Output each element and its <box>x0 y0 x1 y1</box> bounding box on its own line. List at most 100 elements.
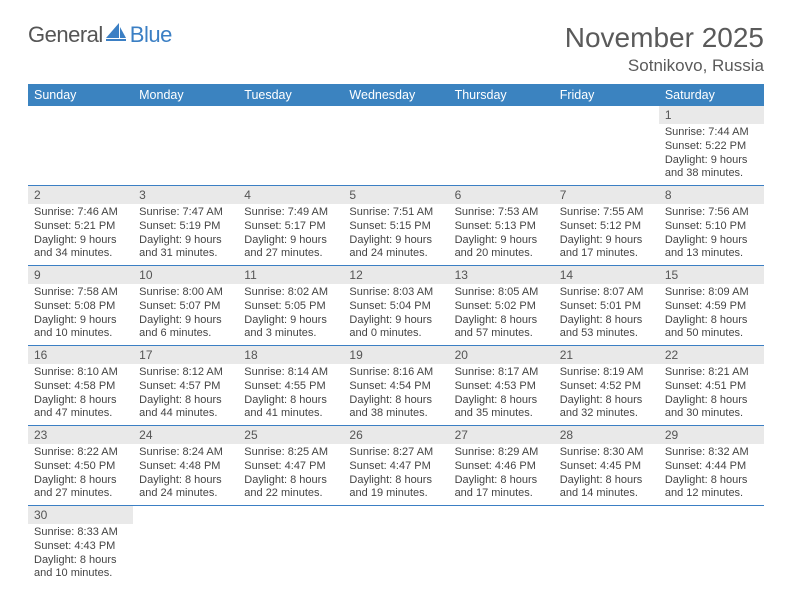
calendar-week-row: 16Sunrise: 8:10 AMSunset: 4:58 PMDayligh… <box>28 346 764 426</box>
calendar-week-row: 9Sunrise: 7:58 AMSunset: 5:08 PMDaylight… <box>28 266 764 346</box>
calendar-day-cell: 15Sunrise: 8:09 AMSunset: 4:59 PMDayligh… <box>659 266 764 346</box>
day-details: Sunrise: 8:29 AMSunset: 4:46 PMDaylight:… <box>449 444 554 505</box>
calendar-day-cell: 6Sunrise: 7:53 AMSunset: 5:13 PMDaylight… <box>449 186 554 266</box>
day-details: Sunrise: 8:16 AMSunset: 4:54 PMDaylight:… <box>343 364 448 425</box>
weekday-header: Saturday <box>659 84 764 106</box>
title-block: November 2025 Sotnikovo, Russia <box>565 22 764 76</box>
calendar-day-cell: 7Sunrise: 7:55 AMSunset: 5:12 PMDaylight… <box>554 186 659 266</box>
day-number: 25 <box>238 426 343 444</box>
calendar-day-cell <box>133 106 238 186</box>
day-number: 21 <box>554 346 659 364</box>
day-number: 18 <box>238 346 343 364</box>
day-number: 9 <box>28 266 133 284</box>
calendar-day-cell: 9Sunrise: 7:58 AMSunset: 5:08 PMDaylight… <box>28 266 133 346</box>
day-number: 3 <box>133 186 238 204</box>
day-details: Sunrise: 8:00 AMSunset: 5:07 PMDaylight:… <box>133 284 238 345</box>
calendar-day-cell: 28Sunrise: 8:30 AMSunset: 4:45 PMDayligh… <box>554 426 659 506</box>
day-number: 14 <box>554 266 659 284</box>
calendar-day-cell: 30Sunrise: 8:33 AMSunset: 4:43 PMDayligh… <box>28 506 133 586</box>
day-details: Sunrise: 8:32 AMSunset: 4:44 PMDaylight:… <box>659 444 764 505</box>
day-details: Sunrise: 8:19 AMSunset: 4:52 PMDaylight:… <box>554 364 659 425</box>
calendar-day-cell: 20Sunrise: 8:17 AMSunset: 4:53 PMDayligh… <box>449 346 554 426</box>
day-details: Sunrise: 7:53 AMSunset: 5:13 PMDaylight:… <box>449 204 554 265</box>
calendar-table: Sunday Monday Tuesday Wednesday Thursday… <box>28 84 764 585</box>
calendar-day-cell <box>343 106 448 186</box>
day-number: 1 <box>659 106 764 124</box>
day-details: Sunrise: 7:58 AMSunset: 5:08 PMDaylight:… <box>28 284 133 345</box>
day-details: Sunrise: 8:05 AMSunset: 5:02 PMDaylight:… <box>449 284 554 345</box>
calendar-day-cell: 3Sunrise: 7:47 AMSunset: 5:19 PMDaylight… <box>133 186 238 266</box>
day-number: 11 <box>238 266 343 284</box>
calendar-day-cell <box>133 506 238 586</box>
calendar-day-cell: 24Sunrise: 8:24 AMSunset: 4:48 PMDayligh… <box>133 426 238 506</box>
day-number: 4 <box>238 186 343 204</box>
calendar-day-cell <box>238 506 343 586</box>
calendar-day-cell <box>659 506 764 586</box>
calendar-day-cell: 11Sunrise: 8:02 AMSunset: 5:05 PMDayligh… <box>238 266 343 346</box>
calendar-day-cell: 26Sunrise: 8:27 AMSunset: 4:47 PMDayligh… <box>343 426 448 506</box>
calendar-day-cell: 25Sunrise: 8:25 AMSunset: 4:47 PMDayligh… <box>238 426 343 506</box>
day-details: Sunrise: 8:21 AMSunset: 4:51 PMDaylight:… <box>659 364 764 425</box>
day-details: Sunrise: 8:17 AMSunset: 4:53 PMDaylight:… <box>449 364 554 425</box>
day-details: Sunrise: 8:07 AMSunset: 5:01 PMDaylight:… <box>554 284 659 345</box>
calendar-day-cell <box>238 106 343 186</box>
calendar-day-cell: 10Sunrise: 8:00 AMSunset: 5:07 PMDayligh… <box>133 266 238 346</box>
day-number: 12 <box>343 266 448 284</box>
month-title: November 2025 <box>565 22 764 54</box>
calendar-day-cell: 5Sunrise: 7:51 AMSunset: 5:15 PMDaylight… <box>343 186 448 266</box>
day-number: 17 <box>133 346 238 364</box>
day-details: Sunrise: 8:09 AMSunset: 4:59 PMDaylight:… <box>659 284 764 345</box>
day-number: 28 <box>554 426 659 444</box>
calendar-day-cell: 14Sunrise: 8:07 AMSunset: 5:01 PMDayligh… <box>554 266 659 346</box>
day-number: 27 <box>449 426 554 444</box>
weekday-header: Thursday <box>449 84 554 106</box>
day-details: Sunrise: 7:49 AMSunset: 5:17 PMDaylight:… <box>238 204 343 265</box>
calendar-day-cell: 23Sunrise: 8:22 AMSunset: 4:50 PMDayligh… <box>28 426 133 506</box>
weekday-header: Sunday <box>28 84 133 106</box>
day-details: Sunrise: 8:27 AMSunset: 4:47 PMDaylight:… <box>343 444 448 505</box>
calendar-day-cell: 13Sunrise: 8:05 AMSunset: 5:02 PMDayligh… <box>449 266 554 346</box>
day-details: Sunrise: 7:47 AMSunset: 5:19 PMDaylight:… <box>133 204 238 265</box>
calendar-day-cell: 18Sunrise: 8:14 AMSunset: 4:55 PMDayligh… <box>238 346 343 426</box>
day-details: Sunrise: 8:30 AMSunset: 4:45 PMDaylight:… <box>554 444 659 505</box>
calendar-week-row: 2Sunrise: 7:46 AMSunset: 5:21 PMDaylight… <box>28 186 764 266</box>
calendar-day-cell: 27Sunrise: 8:29 AMSunset: 4:46 PMDayligh… <box>449 426 554 506</box>
calendar-day-cell: 8Sunrise: 7:56 AMSunset: 5:10 PMDaylight… <box>659 186 764 266</box>
day-details: Sunrise: 8:24 AMSunset: 4:48 PMDaylight:… <box>133 444 238 505</box>
logo-word2: Blue <box>130 22 172 48</box>
day-details: Sunrise: 8:02 AMSunset: 5:05 PMDaylight:… <box>238 284 343 345</box>
calendar-day-cell <box>28 106 133 186</box>
weekday-header-row: Sunday Monday Tuesday Wednesday Thursday… <box>28 84 764 106</box>
day-number: 16 <box>28 346 133 364</box>
page-header: General Blue November 2025 Sotnikovo, Ru… <box>28 22 764 76</box>
day-number: 7 <box>554 186 659 204</box>
calendar-day-cell: 19Sunrise: 8:16 AMSunset: 4:54 PMDayligh… <box>343 346 448 426</box>
weekday-header: Friday <box>554 84 659 106</box>
calendar-day-cell: 12Sunrise: 8:03 AMSunset: 5:04 PMDayligh… <box>343 266 448 346</box>
sail-icon <box>106 21 128 47</box>
day-details: Sunrise: 7:51 AMSunset: 5:15 PMDaylight:… <box>343 204 448 265</box>
day-number: 6 <box>449 186 554 204</box>
day-number: 15 <box>659 266 764 284</box>
day-number: 30 <box>28 506 133 524</box>
day-number: 23 <box>28 426 133 444</box>
weekday-header: Monday <box>133 84 238 106</box>
weekday-header: Wednesday <box>343 84 448 106</box>
logo: General Blue <box>28 22 172 48</box>
day-number: 10 <box>133 266 238 284</box>
calendar-day-cell: 17Sunrise: 8:12 AMSunset: 4:57 PMDayligh… <box>133 346 238 426</box>
logo-word1: General <box>28 22 103 48</box>
calendar-day-cell: 22Sunrise: 8:21 AMSunset: 4:51 PMDayligh… <box>659 346 764 426</box>
calendar-day-cell <box>449 106 554 186</box>
calendar-day-cell <box>554 506 659 586</box>
day-details: Sunrise: 8:03 AMSunset: 5:04 PMDaylight:… <box>343 284 448 345</box>
calendar-week-row: 23Sunrise: 8:22 AMSunset: 4:50 PMDayligh… <box>28 426 764 506</box>
calendar-day-cell: 1Sunrise: 7:44 AMSunset: 5:22 PMDaylight… <box>659 106 764 186</box>
day-details: Sunrise: 7:55 AMSunset: 5:12 PMDaylight:… <box>554 204 659 265</box>
day-details: Sunrise: 7:46 AMSunset: 5:21 PMDaylight:… <box>28 204 133 265</box>
calendar-day-cell: 2Sunrise: 7:46 AMSunset: 5:21 PMDaylight… <box>28 186 133 266</box>
calendar-week-row: 30Sunrise: 8:33 AMSunset: 4:43 PMDayligh… <box>28 506 764 586</box>
weekday-header: Tuesday <box>238 84 343 106</box>
day-number: 8 <box>659 186 764 204</box>
location-subtitle: Sotnikovo, Russia <box>565 56 764 76</box>
